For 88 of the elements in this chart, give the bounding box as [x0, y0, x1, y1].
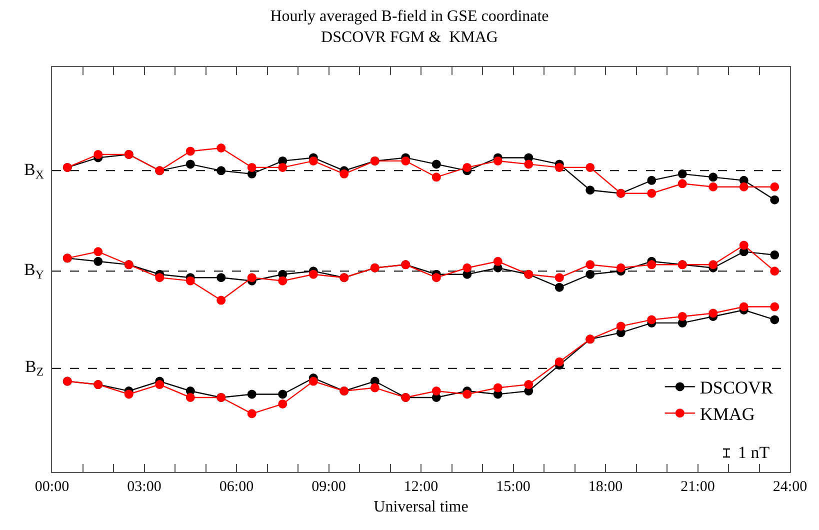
point — [462, 390, 472, 399]
point — [678, 169, 687, 178]
point — [739, 182, 748, 192]
point — [308, 270, 318, 279]
point — [124, 390, 134, 399]
point — [770, 266, 780, 276]
x-tick-label: 18:00 — [588, 479, 623, 495]
point — [247, 409, 256, 418]
legend-label: DSCOVR — [700, 378, 773, 398]
point — [678, 312, 687, 321]
point — [586, 186, 595, 195]
chart-subtitle: DSCOVR FGM & KMAG — [321, 29, 498, 46]
x-tick-label: 12:00 — [404, 479, 438, 495]
point — [708, 308, 718, 318]
point — [770, 302, 780, 312]
point — [770, 182, 780, 192]
point — [586, 270, 595, 279]
x-tick-label: 09:00 — [312, 479, 346, 495]
point — [739, 302, 748, 312]
point — [432, 386, 441, 396]
point — [493, 383, 502, 392]
point — [278, 399, 288, 408]
x-tick-label: 15:00 — [496, 479, 530, 495]
x-tick-label: 24:00 — [772, 479, 808, 495]
point — [247, 162, 256, 172]
point — [678, 179, 687, 188]
point — [94, 150, 103, 159]
point — [462, 162, 472, 172]
point — [586, 260, 595, 270]
point — [340, 169, 349, 178]
point — [493, 256, 502, 266]
point — [432, 273, 441, 282]
point — [554, 273, 564, 282]
annotation: 1 nT — [738, 443, 770, 462]
point — [216, 273, 226, 282]
point — [647, 176, 656, 185]
x-tick-label: 21:00 — [680, 479, 715, 495]
point — [216, 296, 226, 305]
point — [155, 380, 164, 390]
point — [708, 260, 718, 270]
point — [708, 172, 718, 182]
point — [247, 273, 256, 282]
point — [739, 240, 748, 250]
point — [462, 263, 472, 272]
x-tick-label: 00:00 — [34, 479, 70, 495]
point — [432, 172, 441, 182]
point — [401, 156, 410, 166]
point — [493, 156, 502, 166]
point — [616, 322, 626, 331]
point — [186, 276, 195, 286]
point — [524, 380, 534, 390]
point — [216, 144, 226, 152]
point — [278, 390, 288, 399]
point — [647, 315, 656, 324]
ref-line-label: B$_{Y}$ — [24, 260, 44, 282]
point — [186, 160, 195, 169]
point — [94, 256, 103, 266]
point — [647, 260, 656, 270]
chart-title: Hourly averaged B-field in GSE coordinate — [270, 8, 549, 26]
point — [186, 146, 195, 156]
point — [308, 156, 318, 166]
point — [432, 160, 441, 169]
point — [616, 263, 626, 272]
point — [554, 357, 564, 366]
point — [370, 383, 380, 392]
point — [524, 160, 534, 169]
point — [94, 247, 103, 256]
point — [186, 392, 195, 402]
point — [586, 162, 595, 172]
point — [554, 162, 564, 172]
ref-line-label: B$_{Z}$ — [25, 357, 44, 379]
x-axis-title: Universal time — [374, 498, 468, 516]
point — [554, 282, 564, 292]
point — [278, 162, 288, 172]
point — [155, 273, 164, 282]
point — [770, 250, 780, 260]
point — [708, 182, 718, 192]
point — [247, 390, 256, 399]
x-tick-label: 06:00 — [219, 479, 254, 495]
point — [770, 195, 780, 204]
point — [216, 166, 226, 176]
point — [278, 276, 288, 286]
point — [308, 376, 318, 386]
point — [647, 188, 656, 198]
legend-label: KMAG — [700, 404, 755, 424]
x-tick-label: 03:00 — [127, 479, 162, 495]
point — [770, 315, 780, 324]
ref-line-label: B$_{X}$ — [24, 160, 44, 182]
